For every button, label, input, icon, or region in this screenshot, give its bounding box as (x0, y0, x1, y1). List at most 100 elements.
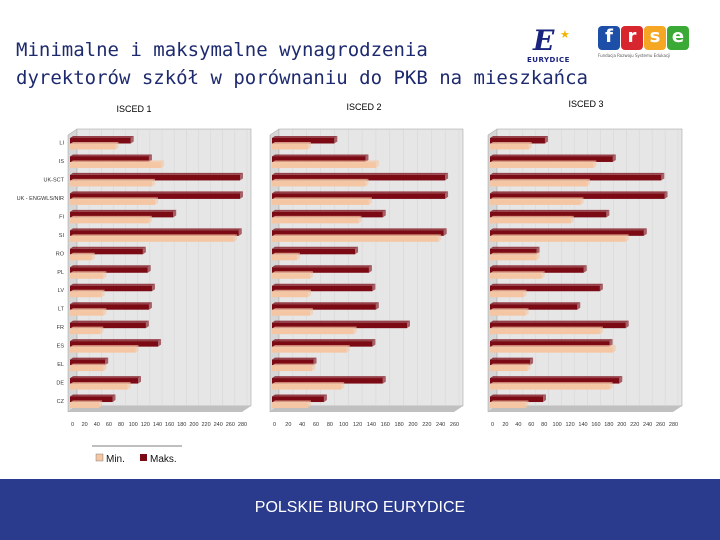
bar-min-top (70, 345, 139, 348)
bar-min-top (272, 345, 350, 348)
bar-min (70, 144, 116, 150)
bar-min (70, 236, 234, 242)
bar-min-side (308, 142, 311, 150)
bar-max-side (151, 283, 155, 292)
bar-max-side (334, 136, 338, 144)
bar-max (70, 341, 159, 347)
bar-min (272, 144, 308, 150)
bar-max (490, 378, 620, 384)
bar-min-top (272, 215, 362, 218)
bar-min (490, 180, 587, 187)
bar-min (490, 347, 613, 353)
category-label: IS (59, 159, 65, 165)
bar-min (490, 217, 571, 224)
bar-min (272, 180, 366, 187)
bar-max (272, 322, 407, 329)
bar-max (272, 359, 314, 366)
bar-max-top (490, 246, 540, 249)
frse-letter-s: s (644, 26, 666, 50)
bar-min-side (346, 345, 350, 353)
bar-min-top (272, 382, 345, 385)
frse-logo-subtitle: Fundacja Rozwoju Systemu Edukacji (598, 53, 671, 58)
category-label: SI (59, 233, 65, 239)
bar-min (70, 162, 162, 168)
x-tick-label: 180 (395, 422, 404, 428)
bar-max-side (407, 320, 410, 329)
bar-min-top (70, 289, 105, 292)
bar-min (70, 199, 155, 205)
bar-max-side (664, 191, 668, 199)
bar-max (490, 174, 662, 181)
bar-max (272, 211, 383, 218)
x-tick-label: 200 (408, 422, 417, 428)
x-tick-label: 140 (153, 422, 162, 428)
bar-max-top (272, 394, 327, 397)
bar-min-top (272, 271, 314, 274)
bar-min-side (101, 289, 105, 298)
bar-max (70, 193, 240, 199)
x-tick-label: 0 (71, 422, 74, 428)
category-label: FR (57, 325, 64, 331)
bar-min-side (353, 326, 357, 335)
bar-min (272, 347, 347, 353)
bar-min (490, 291, 524, 298)
chart-floor (488, 406, 682, 412)
x-tick-label: 120 (353, 422, 362, 428)
bar-max (490, 396, 544, 403)
bar-max-side (375, 302, 379, 310)
bar-max-side (147, 265, 151, 273)
bar-max-top (272, 209, 386, 212)
bar-min (70, 180, 152, 187)
bar-max-top (490, 172, 665, 175)
charts-area: ISCED 10 20 40 60 80 100 120 140 160 180 200 220 240… (17, 99, 683, 465)
x-tick-label: 200 (617, 422, 626, 428)
bar-max (70, 285, 152, 292)
bar-min-top (490, 160, 597, 163)
category-label: UK - ENGWLS/NIR (17, 196, 64, 202)
footer-text: POLSKIE BIURO EURYDICE (254, 498, 466, 516)
bar-max-top (70, 265, 151, 268)
x-tick-label: 180 (604, 422, 613, 428)
bar-max-side (148, 302, 152, 310)
x-tick-label: 240 (214, 422, 223, 428)
bar-max-side (382, 376, 386, 384)
bar-min-top (490, 308, 529, 311)
bar-max-top (490, 209, 610, 212)
bar-max-side (382, 209, 386, 218)
bar-max-side (142, 246, 146, 255)
category-label: LV (58, 288, 65, 294)
x-tick-label: 160 (165, 422, 174, 428)
chart-title: ISCED 1 (116, 104, 151, 114)
chart-floor (68, 406, 251, 412)
bar-min-side (368, 197, 372, 205)
bar-max-side (612, 154, 616, 162)
chart-panel-2: ISCED 2 0 20 40 60 80 100 120 140 160 180 200 220 240… (269, 102, 464, 428)
bar-min-side (438, 234, 442, 242)
bar-min-side (525, 400, 529, 409)
bar-min-side (609, 382, 613, 390)
bar-max (490, 211, 607, 218)
bar-max (70, 304, 149, 310)
bar-max (490, 304, 578, 310)
bar-max (490, 267, 584, 273)
bar-max-top (272, 283, 376, 286)
bar-min (272, 254, 297, 261)
bar-max (490, 193, 665, 199)
bar-min-side (536, 252, 540, 261)
bar-min (490, 273, 542, 279)
bar-min (70, 273, 104, 279)
bar-max-side (365, 154, 369, 162)
eurydice-logo-letter: E (533, 24, 555, 57)
bar-max (70, 230, 239, 236)
x-tick-label: 260 (656, 422, 665, 428)
bar-max-top (490, 394, 547, 397)
bar-max (70, 248, 143, 255)
bar-max-top (490, 376, 623, 379)
bar-max-top (70, 228, 242, 231)
bar-min (272, 199, 369, 205)
bar-min-top (70, 271, 107, 274)
bar-min-top (70, 215, 152, 218)
bar-max-top (490, 136, 548, 138)
chart-legend: Min. Maks. (92, 445, 182, 465)
x-tick-label: 260 (450, 422, 459, 428)
